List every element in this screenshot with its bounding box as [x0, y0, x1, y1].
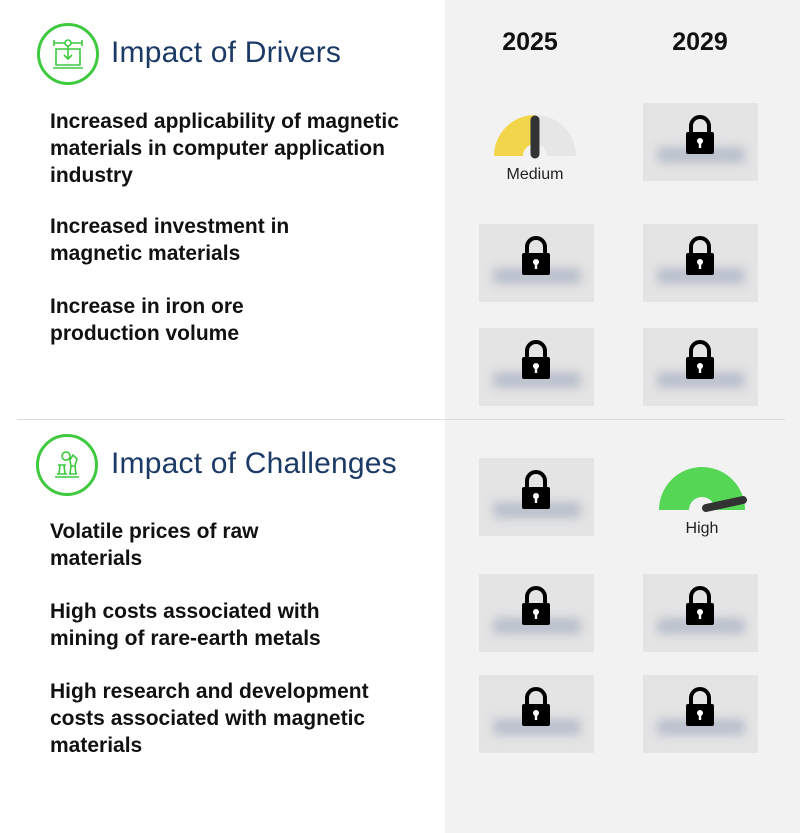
blurred-text	[493, 268, 581, 284]
blurred-text	[657, 719, 745, 735]
locked-impact-cell[interactable]	[643, 224, 758, 302]
impact-gauge-medium: Medium	[475, 110, 595, 190]
blurred-text	[493, 502, 581, 518]
monitor-download-icon	[37, 23, 99, 85]
challenges-title: Impact of Challenges	[111, 447, 397, 480]
locked-impact-cell[interactable]	[479, 675, 594, 753]
year-2025: 2025	[502, 28, 558, 56]
blurred-text	[657, 372, 745, 388]
section-divider	[17, 419, 785, 420]
blurred-text	[657, 618, 745, 634]
impact-gauge-high: High	[642, 464, 762, 544]
challenge-item: High research and development costs asso…	[50, 680, 369, 757]
locked-impact-cell[interactable]	[643, 574, 758, 652]
locked-impact-cell[interactable]	[643, 103, 758, 181]
locked-impact-cell[interactable]	[479, 224, 594, 302]
blurred-text	[493, 372, 581, 388]
drivers-title: Impact of Drivers	[111, 36, 342, 69]
blurred-text	[657, 268, 745, 284]
challenge-item: Volatile prices of raw materials	[50, 520, 259, 570]
blurred-text	[493, 618, 581, 634]
locked-impact-cell[interactable]	[643, 328, 758, 406]
gauge-label: High	[685, 520, 719, 537]
driver-item: Increased applicability of magnetic mate…	[50, 110, 399, 187]
blurred-text	[657, 147, 745, 163]
chess-pieces-icon	[36, 434, 98, 496]
locked-impact-cell[interactable]	[643, 675, 758, 753]
gauge-label: Medium	[506, 166, 564, 183]
blurred-text	[493, 719, 581, 735]
locked-impact-cell[interactable]	[479, 328, 594, 406]
challenge-item: High costs associated with mining of rar…	[50, 600, 321, 650]
driver-item: Increased investment in magnetic materia…	[50, 215, 290, 265]
locked-impact-cell[interactable]	[479, 574, 594, 652]
year-2029: 2029	[672, 28, 728, 56]
locked-impact-cell[interactable]	[479, 458, 594, 536]
driver-item: Increase in iron ore production volume	[50, 295, 244, 345]
